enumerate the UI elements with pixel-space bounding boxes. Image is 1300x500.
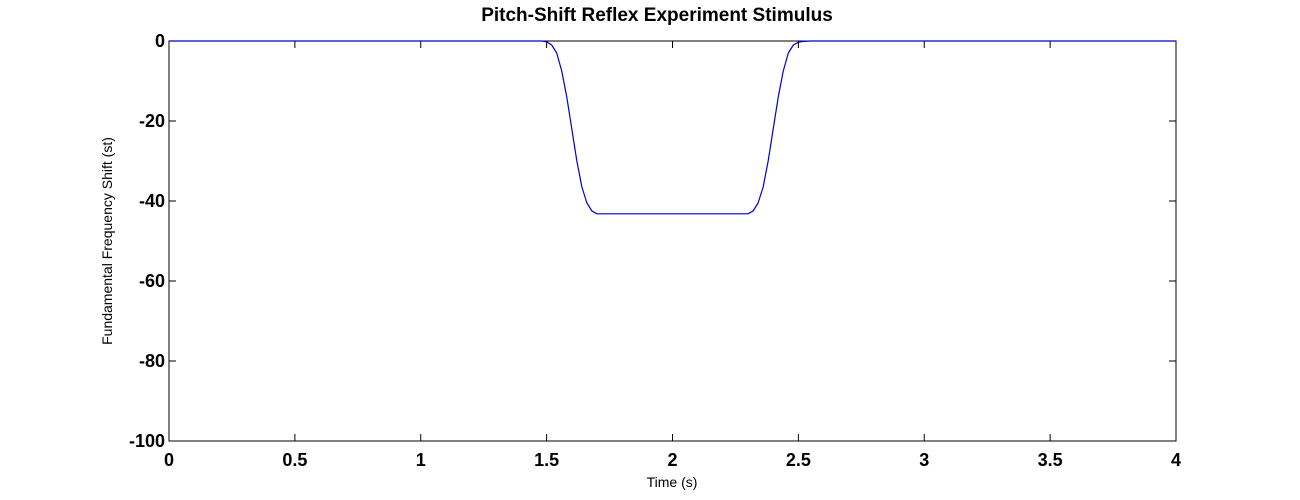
x-tick-label: 2 xyxy=(667,450,677,470)
y-tick-label: -20 xyxy=(139,111,165,131)
x-tick-label: 0.5 xyxy=(282,450,307,470)
x-tick-label: 1.5 xyxy=(534,450,559,470)
y-tick-label: -100 xyxy=(129,431,165,451)
x-tick-label: 3.5 xyxy=(1038,450,1063,470)
x-axis-label: Time (s) xyxy=(647,474,698,490)
y-axis: 0 -20 -40 -60 -80 -100 xyxy=(129,31,1176,451)
x-tick-label: 0 xyxy=(164,450,174,470)
plot-area xyxy=(168,40,1177,442)
y-tick-label: -60 xyxy=(139,271,165,291)
y-axis-label: Fundamental Frequency Shift (st) xyxy=(99,137,115,345)
y-tick-label: -80 xyxy=(139,351,165,371)
y-tick-label: -40 xyxy=(139,191,165,211)
series-layer xyxy=(169,40,1176,215)
x-tick-label: 1 xyxy=(416,450,426,470)
x-tick-label: 2.5 xyxy=(786,450,811,470)
x-tick-label: 4 xyxy=(1171,450,1181,470)
x-axis: 0 0.5 1 1.5 2 2.5 3 3.5 4 xyxy=(164,41,1181,470)
series-line xyxy=(169,40,1176,215)
y-tick-label: 0 xyxy=(155,31,165,51)
x-tick-label: 3 xyxy=(919,450,929,470)
chart-title: Pitch-Shift Reflex Experiment Stimulus xyxy=(481,5,833,26)
